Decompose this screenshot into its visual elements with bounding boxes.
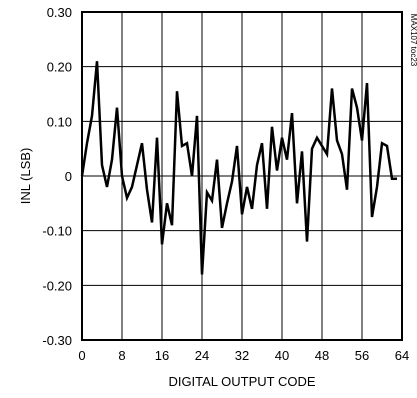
- x-axis-label: DIGITAL OUTPUT CODE: [168, 374, 315, 389]
- figure-code-note: MAX107 toc23: [409, 14, 417, 67]
- x-tick-label: 64: [395, 348, 409, 363]
- grid-lines: [82, 12, 402, 340]
- y-tick-label: 0: [65, 169, 72, 184]
- x-tick-labels: 0 8 16 24 32 40 48 56 64: [78, 348, 409, 363]
- y-tick-label: 0.20: [47, 60, 72, 75]
- x-tick-label: 48: [315, 348, 329, 363]
- x-tick-label: 32: [235, 348, 249, 363]
- series-line: [80, 61, 397, 275]
- y-tick-label: -0.10: [42, 224, 72, 239]
- y-axis-label: INL (LSB): [18, 148, 33, 205]
- x-tick-label: 0: [78, 348, 85, 363]
- series-group: [80, 61, 398, 275]
- y-tick-label: -0.20: [42, 278, 72, 293]
- y-tick-label: 0.30: [47, 5, 72, 20]
- y-tick-label: 0.10: [47, 114, 72, 129]
- y-tick-labels: 0.30 0.20 0.10 0 -0.10 -0.20 -0.30: [42, 5, 72, 348]
- x-tick-label: 8: [118, 348, 125, 363]
- x-tick-label: 16: [155, 348, 169, 363]
- x-tick-label: 56: [355, 348, 369, 363]
- y-tick-label: -0.30: [42, 333, 72, 348]
- x-tick-label: 40: [275, 348, 289, 363]
- x-tick-label: 24: [195, 348, 209, 363]
